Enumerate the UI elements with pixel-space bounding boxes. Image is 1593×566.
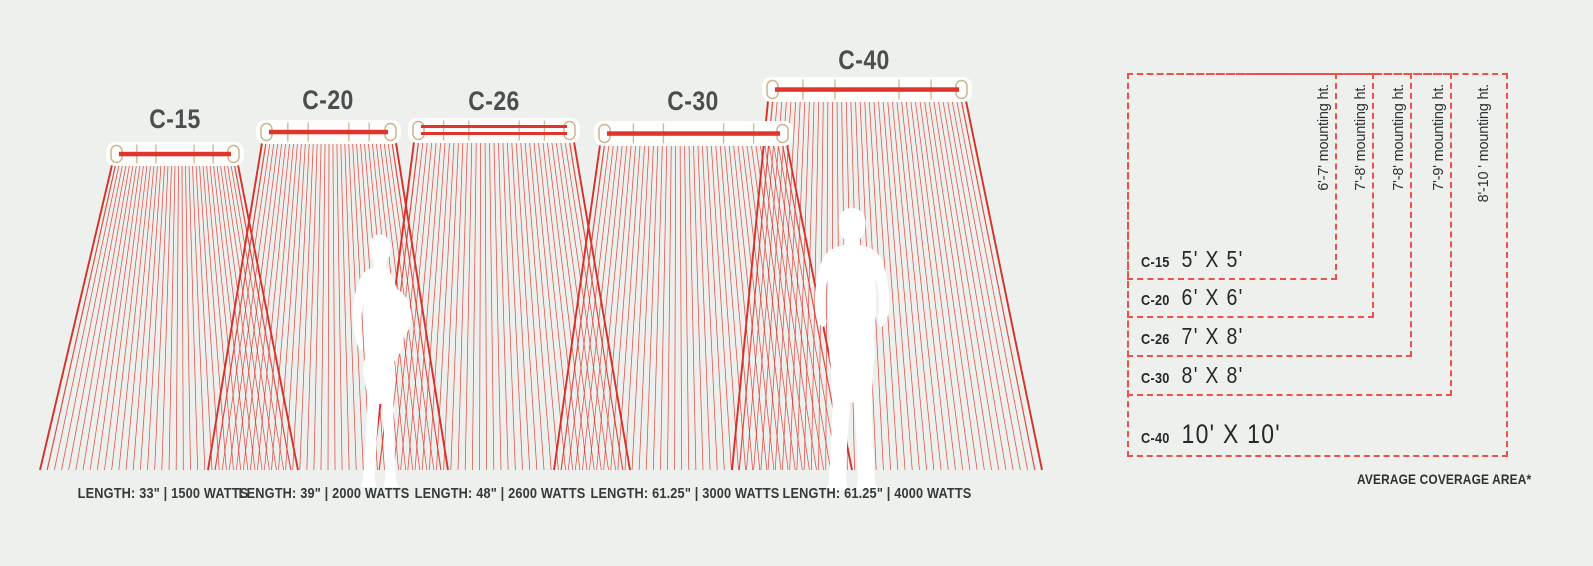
heater-spec-c20: LENGTH: 39" | 2000 WATTS bbox=[238, 485, 410, 502]
heater-head-C-20 bbox=[256, 120, 401, 144]
coverage-model-label: C-26 bbox=[1141, 331, 1170, 348]
coverage-row-c40: C-40 10' X 10' bbox=[1141, 419, 1281, 450]
heating-element-bar bbox=[119, 151, 231, 157]
heater-spec-c30: LENGTH: 61.25" | 3000 WATTS bbox=[590, 485, 780, 502]
heater-title-c26: C-26 bbox=[468, 86, 520, 116]
coverage-box-c15: C-15 5' X 5' 6'-7' mounting ht. bbox=[1127, 73, 1337, 280]
coverage-model-label: C-40 bbox=[1141, 430, 1170, 447]
mounting-height-label-c15: 6'-7' mounting ht. bbox=[1316, 84, 1332, 191]
coverage-area-value: 6' X 6' bbox=[1181, 284, 1244, 310]
heater-fan-C-30 bbox=[553, 144, 853, 471]
coverage-area-value: 5' X 5' bbox=[1181, 246, 1244, 272]
heater-head-C-40 bbox=[762, 77, 972, 102]
heater-fan-C-26 bbox=[371, 141, 631, 471]
heating-element-bar bbox=[421, 125, 567, 128]
coverage-model-label: C-20 bbox=[1141, 292, 1170, 309]
coverage-row-c30: C-30 8' X 8' bbox=[1141, 362, 1244, 389]
person-silhouette-man bbox=[814, 208, 890, 490]
coverage-row-c26: C-26 7' X 8' bbox=[1141, 323, 1244, 350]
coverage-model-label: C-30 bbox=[1141, 370, 1170, 387]
coverage-footnote: AVERAGE COVERAGE AREA* bbox=[1357, 471, 1532, 487]
mounting-height-label-c40: 8'-10 ' mounting ht. bbox=[1476, 84, 1492, 203]
coverage-row-c15: C-15 5' X 5' bbox=[1141, 246, 1244, 273]
coverage-area-value: 8' X 8' bbox=[1181, 362, 1244, 388]
heating-element-bar bbox=[421, 132, 567, 135]
heating-element-bar bbox=[607, 131, 780, 136]
mounting-height-label-c30: 7'-9' mounting ht. bbox=[1431, 84, 1447, 191]
heater-title-c20: C-20 bbox=[302, 85, 354, 115]
heater-head-C-15 bbox=[106, 142, 244, 166]
heater-title-c40: C-40 bbox=[838, 45, 890, 75]
heater-spec-c26: LENGTH: 48" | 2600 WATTS bbox=[414, 485, 586, 502]
coverage-row-c20: C-20 6' X 6' bbox=[1141, 284, 1244, 311]
mounting-height-label-c26: 7'-8' mounting ht. bbox=[1391, 84, 1407, 191]
coverage-area-value: 10' X 10' bbox=[1181, 419, 1281, 449]
heater-fan-C-20 bbox=[207, 142, 449, 471]
coverage-model-label: C-15 bbox=[1141, 254, 1170, 271]
end-bracket-icon bbox=[412, 120, 425, 141]
heater-spec-c15: LENGTH: 33" | 1500 WATTS bbox=[77, 485, 249, 502]
heater-housing bbox=[408, 118, 580, 143]
heater-title-c30: C-30 bbox=[667, 86, 719, 116]
person-silhouette-woman bbox=[352, 234, 412, 487]
heating-element-bar bbox=[775, 87, 959, 92]
mounting-height-label-c20: 7'-8' mounting ht. bbox=[1353, 84, 1369, 191]
coverage-area-value: 7' X 8' bbox=[1181, 323, 1244, 349]
heater-title-c15: C-15 bbox=[149, 104, 201, 134]
heater-head-C-26 bbox=[408, 118, 580, 143]
heater-spec-c40: LENGTH: 61.25" | 4000 WATTS bbox=[782, 485, 972, 502]
heater-head-C-30 bbox=[594, 121, 793, 146]
heater-fan-C-15 bbox=[39, 164, 299, 471]
end-bracket-icon bbox=[563, 120, 576, 141]
heating-element-bar bbox=[269, 129, 388, 135]
